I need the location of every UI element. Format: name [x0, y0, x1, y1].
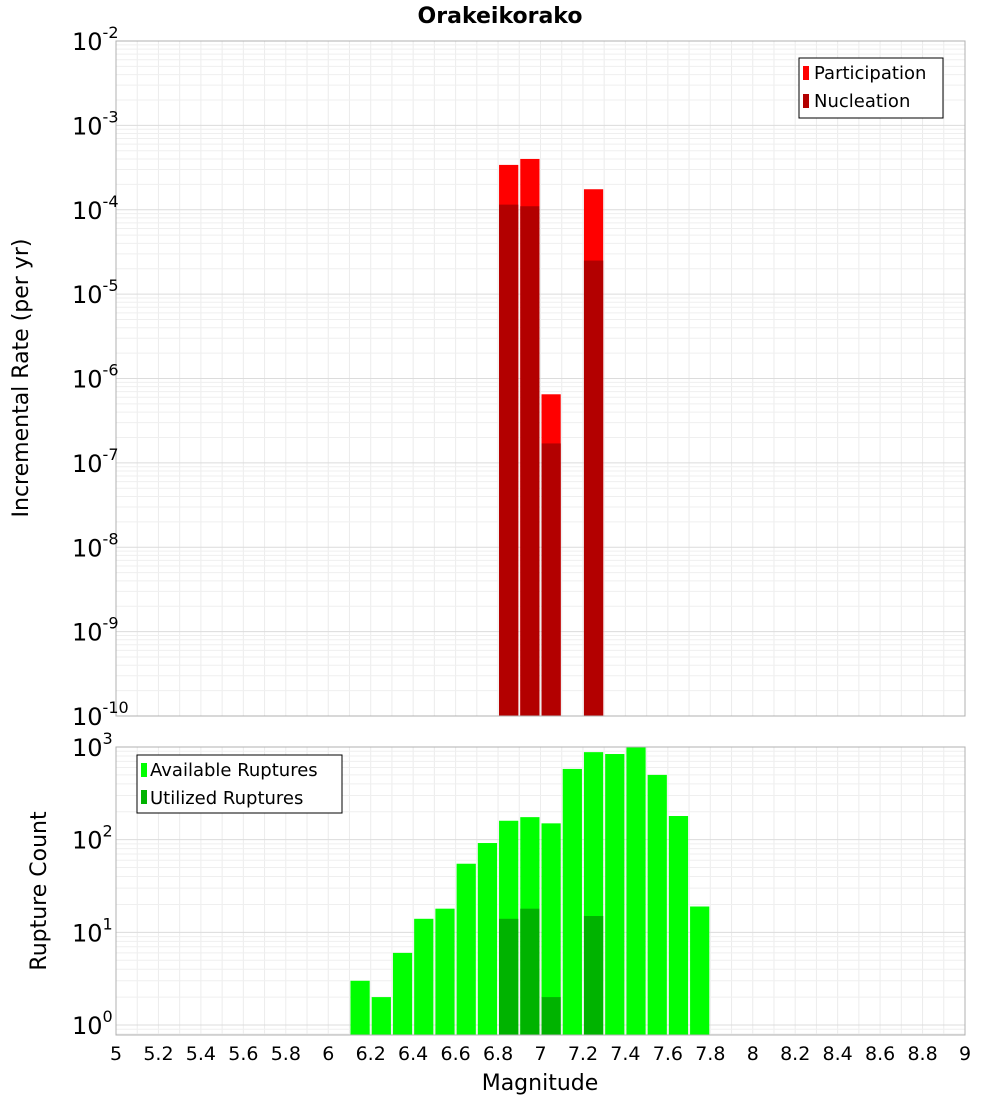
top-bar-nucleation [520, 206, 540, 716]
x-tick-label: 9 [959, 1043, 971, 1065]
x-axis-label: Magnitude [482, 1071, 599, 1096]
y-tick-label: 10-9 [72, 614, 119, 647]
bottom-bar-available-ruptures [562, 768, 582, 1035]
bottom-bar-available-ruptures [392, 952, 413, 1035]
top-grid [115, 40, 966, 717]
top-bar-nucleation [583, 260, 604, 716]
y-tick-label: 101 [72, 914, 113, 947]
bottom-bar-available-ruptures [626, 747, 646, 1035]
bottom-plot-frame [115, 746, 966, 1036]
y-tick-label: 10-6 [72, 361, 119, 394]
x-tick-label: 6.6 [440, 1043, 470, 1065]
x-tick-label: 5 [110, 1043, 122, 1065]
y-tick-label: 10-4 [72, 192, 119, 225]
top-y-axis-label: Incremental Rate (per yr) [9, 239, 34, 518]
y-tick-label: 10-8 [72, 529, 119, 562]
x-tick-label: 7.6 [653, 1043, 683, 1065]
y-tick-label: 102 [72, 822, 113, 855]
legend-label-participation: Participation [814, 63, 926, 84]
y-tick-label: 100 [72, 1007, 113, 1040]
y-tick-label: 10-10 [72, 698, 129, 731]
y-tick-label: 10-5 [72, 276, 119, 309]
bottom-legend-box [136, 754, 343, 814]
bottom-bar-utilized-ruptures [499, 918, 519, 1035]
x-tick-label: 8.4 [823, 1043, 853, 1065]
bottom-y-tick-labels: 100 101 102 103 [72, 729, 113, 1040]
legend-swatch-participation [803, 66, 809, 80]
top-legend-box [798, 57, 944, 119]
bottom-bar-utilized-ruptures [541, 997, 561, 1035]
bottom-bar-available-ruptures [371, 997, 391, 1035]
x-tick-label: 7 [534, 1043, 546, 1065]
x-tick-label: 5.2 [143, 1043, 173, 1065]
x-tick-label: 7.4 [610, 1043, 640, 1065]
x-tick-label: 6.2 [356, 1043, 386, 1065]
y-tick-label: 10-3 [72, 107, 119, 140]
bottom-bar-utilized-ruptures [520, 908, 540, 1035]
bottom-bar-available-ruptures [605, 754, 625, 1035]
x-tick-label: 8.2 [780, 1043, 810, 1065]
bottom-bar-available-ruptures [647, 774, 667, 1035]
x-tick-label: 5.6 [228, 1043, 258, 1065]
x-tick-label: 5.8 [271, 1043, 301, 1065]
top-legend: Participation Nucleation [798, 57, 944, 119]
legend-swatch-nucleation [803, 94, 809, 108]
bottom-bar-available-ruptures [690, 906, 710, 1035]
x-tick-label: 5.4 [186, 1043, 216, 1065]
chart-title: Orakeikorako [418, 4, 583, 29]
top-plot-frame [115, 40, 966, 717]
bottom-bar-available-ruptures [435, 908, 455, 1035]
y-tick-label: 10-7 [72, 445, 119, 478]
bottom-y-axis-label: Rupture Count [27, 811, 52, 971]
x-tick-label: 6.8 [483, 1043, 513, 1065]
x-tick-label: 7.2 [568, 1043, 598, 1065]
bottom-legend: Available Ruptures Utilized Ruptures [136, 754, 343, 814]
legend-label-available: Available Ruptures [150, 760, 318, 781]
bottom-bar-utilized-ruptures [583, 916, 604, 1035]
bottom-bar-available-ruptures [350, 980, 370, 1035]
top-bar-nucleation [499, 204, 519, 717]
bottom-bar-available-ruptures [541, 823, 561, 1035]
y-tick-label: 10-2 [72, 23, 119, 56]
bottom-plot-area: 100 101 102 103 Rupture Count Available Rup… [27, 729, 966, 1040]
x-tick-label: 7.8 [695, 1043, 725, 1065]
x-tick-label: 8 [747, 1043, 759, 1065]
bottom-bar-available-ruptures [477, 843, 498, 1035]
top-bars [499, 158, 604, 717]
x-tick-label: 6.4 [398, 1043, 428, 1065]
legend-swatch-available [141, 763, 147, 777]
bottom-bars [350, 747, 710, 1035]
legend-swatch-utilized [141, 790, 147, 804]
bottom-bar-available-ruptures [668, 816, 689, 1035]
x-tick-label: 8.8 [907, 1043, 937, 1065]
legend-label-nucleation: Nucleation [814, 91, 910, 112]
legend-label-utilized: Utilized Ruptures [150, 788, 303, 809]
top-plot-area: 10-10 10-9 10-8 10-7 10-6 10-5 10-4 10-3 10-2 In… [9, 23, 966, 731]
y-tick-label: 103 [72, 729, 113, 762]
x-tick-label: 6 [322, 1043, 334, 1065]
top-y-tick-labels: 10-10 10-9 10-8 10-7 10-6 10-5 10-4 10-3 10-2 [72, 23, 129, 731]
x-tick-labels: 5 5.2 5.4 5.6 5.8 6 6.2 6.4 6.6 6.8 7 7.2 7.4 7.6 7.8 8… [110, 1043, 971, 1065]
top-bar-nucleation [541, 443, 561, 716]
bottom-bar-available-ruptures [414, 918, 434, 1035]
x-tick-label: 8.6 [865, 1043, 895, 1065]
bottom-bar-available-ruptures [456, 863, 476, 1035]
